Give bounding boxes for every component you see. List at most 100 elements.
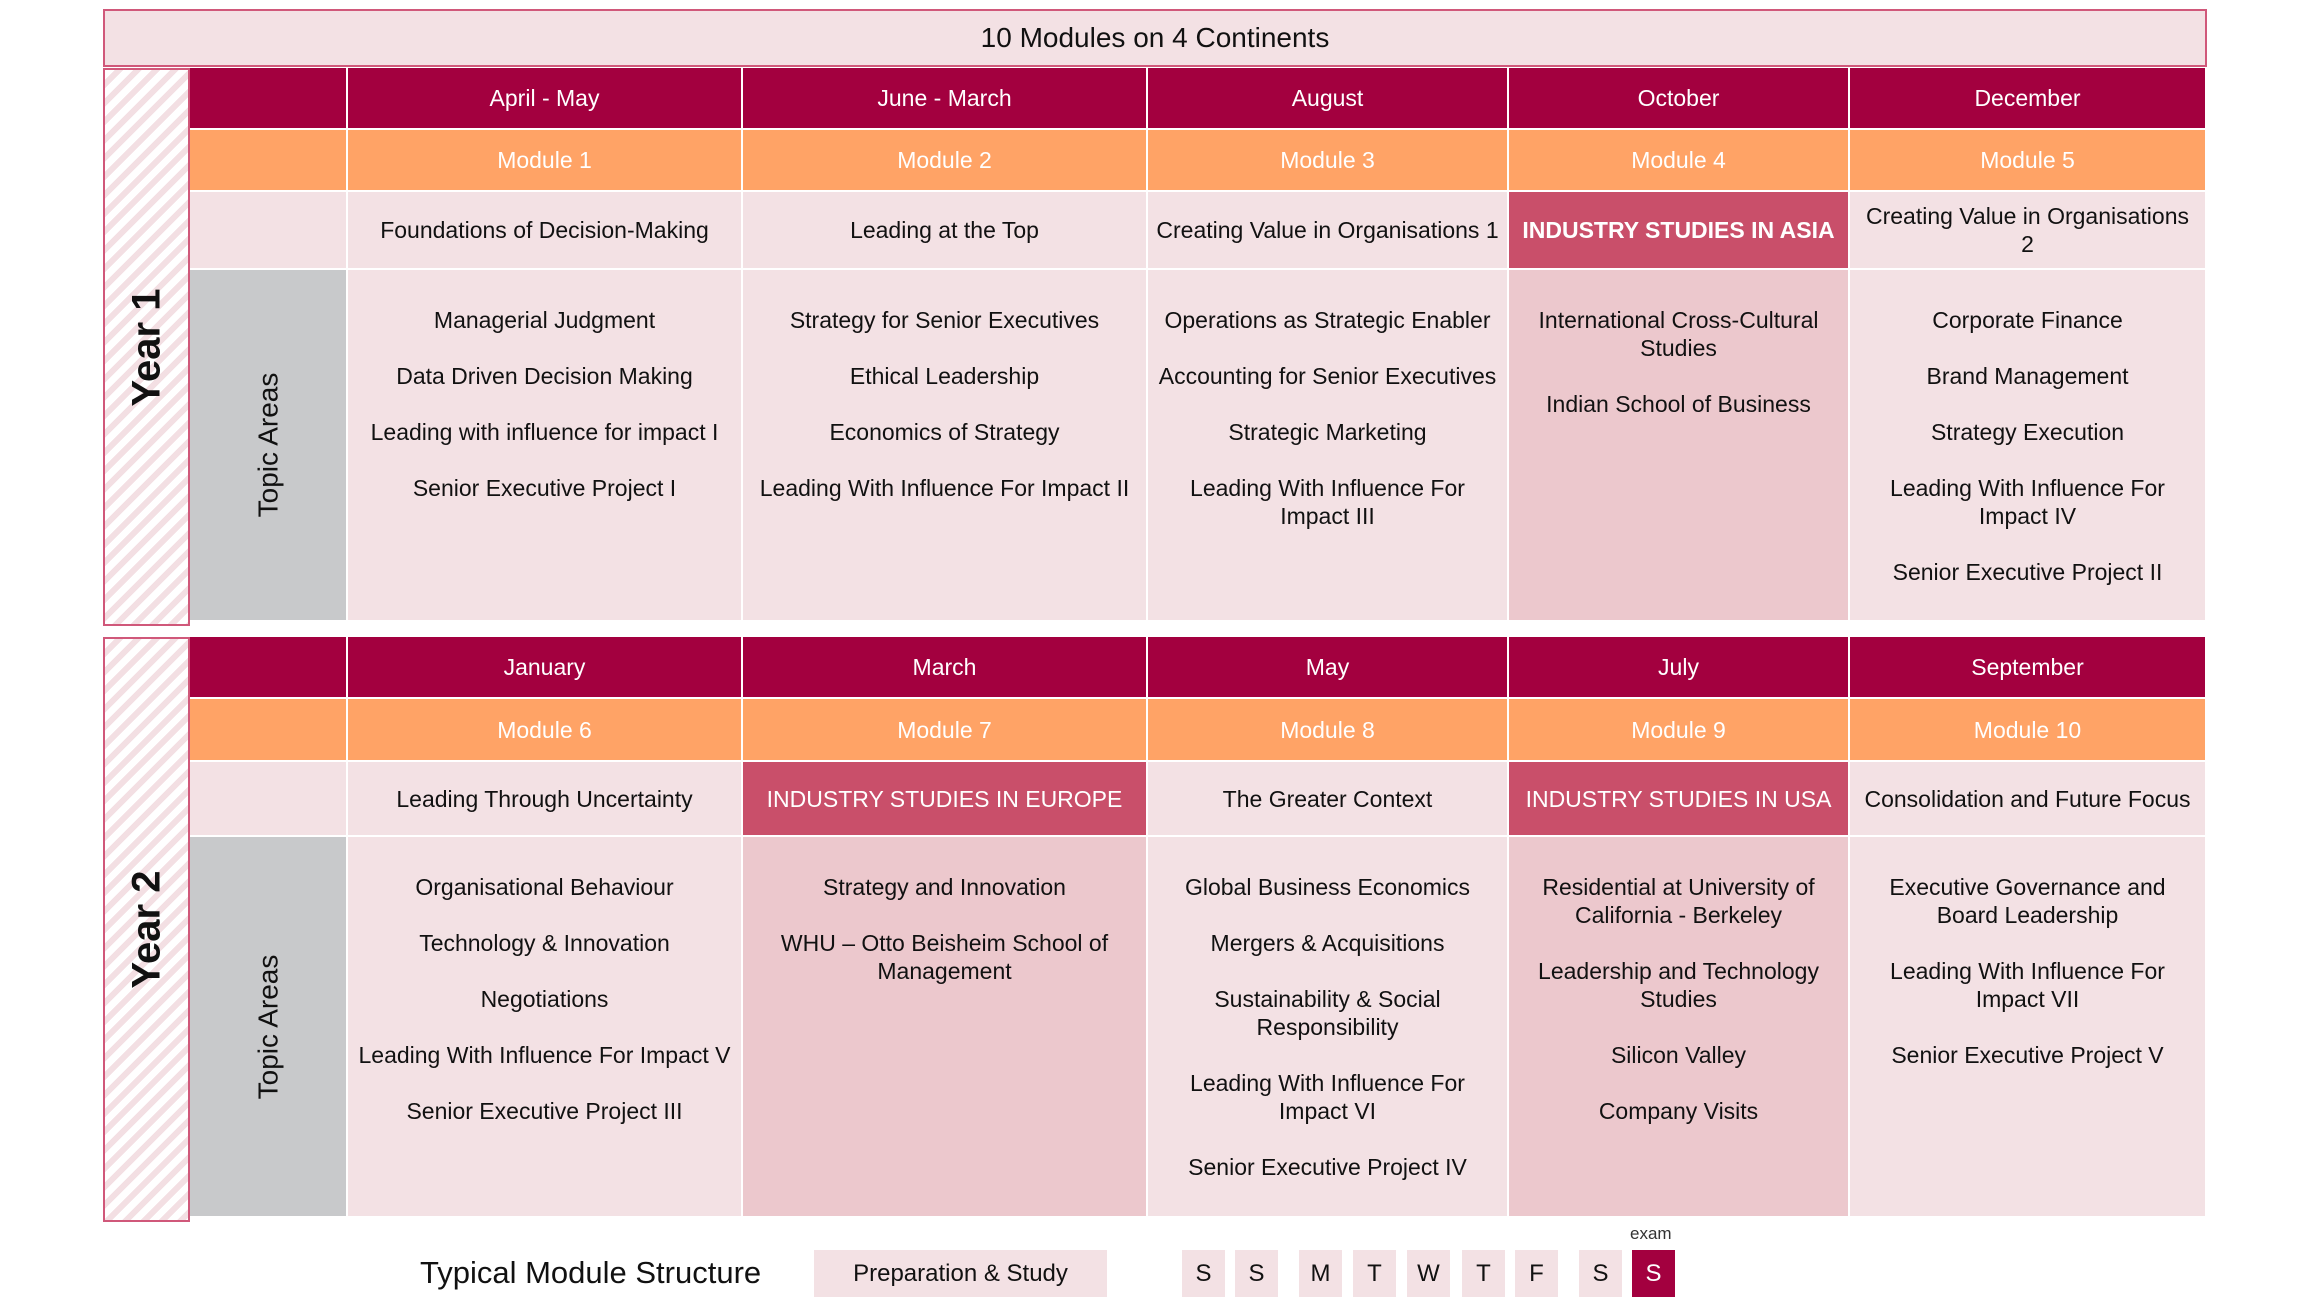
module-number: Module 5	[1850, 130, 2207, 192]
topic-item: Corporate Finance	[1932, 307, 2123, 333]
module-period: May	[1148, 637, 1509, 699]
module-topics: Operations as Strategic Enabler Accountin…	[1148, 270, 1509, 622]
topic-item: Leading with influence for impact I	[370, 419, 719, 445]
topic-areas-label: Topic Areas	[252, 954, 283, 1099]
topic-areas-label-cell: Topic Areas	[190, 270, 348, 622]
topic-item: Managerial Judgment	[433, 307, 656, 333]
day-box: W	[1407, 1250, 1450, 1297]
topic-item: Senior Executive Project V	[1891, 1042, 2164, 1068]
module-number: Module 6	[348, 699, 743, 762]
year-label-box: Year 2	[103, 637, 190, 1222]
header-spacer	[190, 68, 348, 130]
module-number: Module 3	[1148, 130, 1509, 192]
topic-item: Strategy for Senior Executives	[789, 307, 1100, 333]
title-spacer	[190, 762, 348, 837]
topic-item: Senior Executive Project IV	[1188, 1154, 1467, 1180]
topic-item: Company Visits	[1598, 1098, 1759, 1124]
topic-item: Leading With Influence For Impact III	[1190, 475, 1465, 529]
exam-day: S	[1632, 1250, 1675, 1297]
module-number: Module 8	[1148, 699, 1509, 762]
module-spacer	[190, 130, 348, 192]
module-number: Module 2	[743, 130, 1148, 192]
preparation-study-block: Preparation & Study	[814, 1250, 1107, 1297]
topic-areas-label-cell: Topic Areas	[190, 837, 348, 1218]
module-topics: Organisational Behaviour Technology & Inn…	[348, 837, 743, 1218]
module-topics: International Cross-Cultural Studies Indi…	[1509, 270, 1850, 622]
module-title: Creating Value in Organisations 2	[1850, 192, 2207, 270]
day-box: M	[1299, 1250, 1342, 1297]
topic-item: Leading With Influence For Impact V	[358, 1042, 731, 1068]
topic-item: Senior Executive Project II	[1892, 559, 2163, 585]
module-title: Creating Value in Organisations 1	[1148, 192, 1509, 270]
topic-item: Data Driven Decision Making	[396, 363, 693, 389]
module-title: The Greater Context	[1148, 762, 1509, 837]
module-title: Consolidation and Future Focus	[1850, 762, 2207, 837]
topic-item: Leadership and Technology Studies	[1538, 958, 1819, 1012]
topic-item: Leading With Influence For Impact VI	[1190, 1070, 1465, 1124]
topic-item: Brand Management	[1926, 363, 2129, 389]
year-label: Year 2	[124, 870, 169, 989]
topic-item: Executive Governance and Board Leadershi…	[1889, 874, 2166, 928]
module-topics: Residential at University of California …	[1509, 837, 1850, 1218]
module-period: March	[743, 637, 1148, 699]
topic-areas-label: Topic Areas	[252, 372, 283, 518]
module-period: April - May	[348, 68, 743, 130]
year-label: Year 1	[124, 288, 169, 406]
day-box: S	[1235, 1250, 1278, 1297]
topic-item: Technology & Innovation	[419, 930, 670, 956]
module-period: December	[1850, 68, 2207, 130]
topic-item: Sustainability & Social Responsibility	[1214, 986, 1441, 1040]
header-spacer	[190, 637, 348, 699]
module-title: Foundations of Decision-Making	[348, 192, 743, 270]
topic-item: Organisational Behaviour	[415, 874, 674, 900]
topic-item: Negotiations	[480, 986, 609, 1012]
page-title: 10 Modules on 4 Continents	[103, 9, 2207, 67]
module-period: June - March	[743, 68, 1148, 130]
module-title: INDUSTRY STUDIES IN EUROPE	[743, 762, 1148, 837]
exam-label: exam	[1630, 1224, 1672, 1243]
module-title: INDUSTRY STUDIES IN ASIA	[1509, 192, 1850, 270]
module-structure-label: Typical Module Structure	[420, 1255, 762, 1290]
module-period: January	[348, 637, 743, 699]
year-label-box: Year 1	[103, 68, 190, 626]
topic-item: Strategic Marketing	[1228, 419, 1427, 445]
topic-item: Senior Executive Project I	[412, 475, 677, 501]
module-title: INDUSTRY STUDIES IN USA	[1509, 762, 1850, 837]
topic-item: Ethical Leadership	[849, 363, 1040, 389]
module-period: July	[1509, 637, 1850, 699]
topic-item: International Cross-Cultural Studies	[1538, 307, 1819, 361]
module-number: Module 1	[348, 130, 743, 192]
topic-item: Strategy Execution	[1930, 419, 2125, 445]
topic-item: Leading With Influence For Impact VII	[1890, 958, 2165, 1012]
module-topics: Corporate Finance Brand Management Strateg…	[1850, 270, 2207, 622]
title-spacer	[190, 192, 348, 270]
day-box: F	[1515, 1250, 1558, 1297]
module-title: Leading Through Uncertainty	[348, 762, 743, 837]
day-box: S	[1579, 1250, 1622, 1297]
module-number: Module 4	[1509, 130, 1850, 192]
module-topics: Global Business Economics Mergers & Acqui…	[1148, 837, 1509, 1218]
module-title: Leading at the Top	[743, 192, 1148, 270]
topic-item: Global Business Economics	[1184, 874, 1471, 900]
module-topics: Managerial Judgment Data Driven Decision …	[348, 270, 743, 622]
topic-item: Accounting for Senior Executives	[1158, 363, 1497, 389]
topic-item: Senior Executive Project III	[406, 1098, 683, 1124]
module-period: October	[1509, 68, 1850, 130]
day-box: T	[1462, 1250, 1505, 1297]
module-period: August	[1148, 68, 1509, 130]
topic-item: Leading With Influence For Impact II	[759, 475, 1130, 501]
day-box: T	[1353, 1250, 1396, 1297]
topic-item: Leading With Influence For Impact IV	[1890, 475, 2165, 529]
topic-item: Strategy and Innovation	[823, 874, 1066, 900]
module-number: Module 9	[1509, 699, 1850, 762]
topic-item: Residential at University of California …	[1542, 874, 1815, 928]
module-period: September	[1850, 637, 2207, 699]
topic-item: Mergers & Acquisitions	[1210, 930, 1445, 956]
topic-item: Economics of Strategy	[829, 419, 1060, 445]
topic-item: Operations as Strategic Enabler	[1164, 307, 1491, 333]
topic-item: Silicon Valley	[1610, 1042, 1747, 1068]
module-number: Module 10	[1850, 699, 2207, 762]
module-spacer	[190, 699, 348, 762]
module-topics: Executive Governance and Board Leadershi…	[1850, 837, 2207, 1218]
topic-item: WHU – Otto Beisheim School of Management	[780, 930, 1109, 984]
